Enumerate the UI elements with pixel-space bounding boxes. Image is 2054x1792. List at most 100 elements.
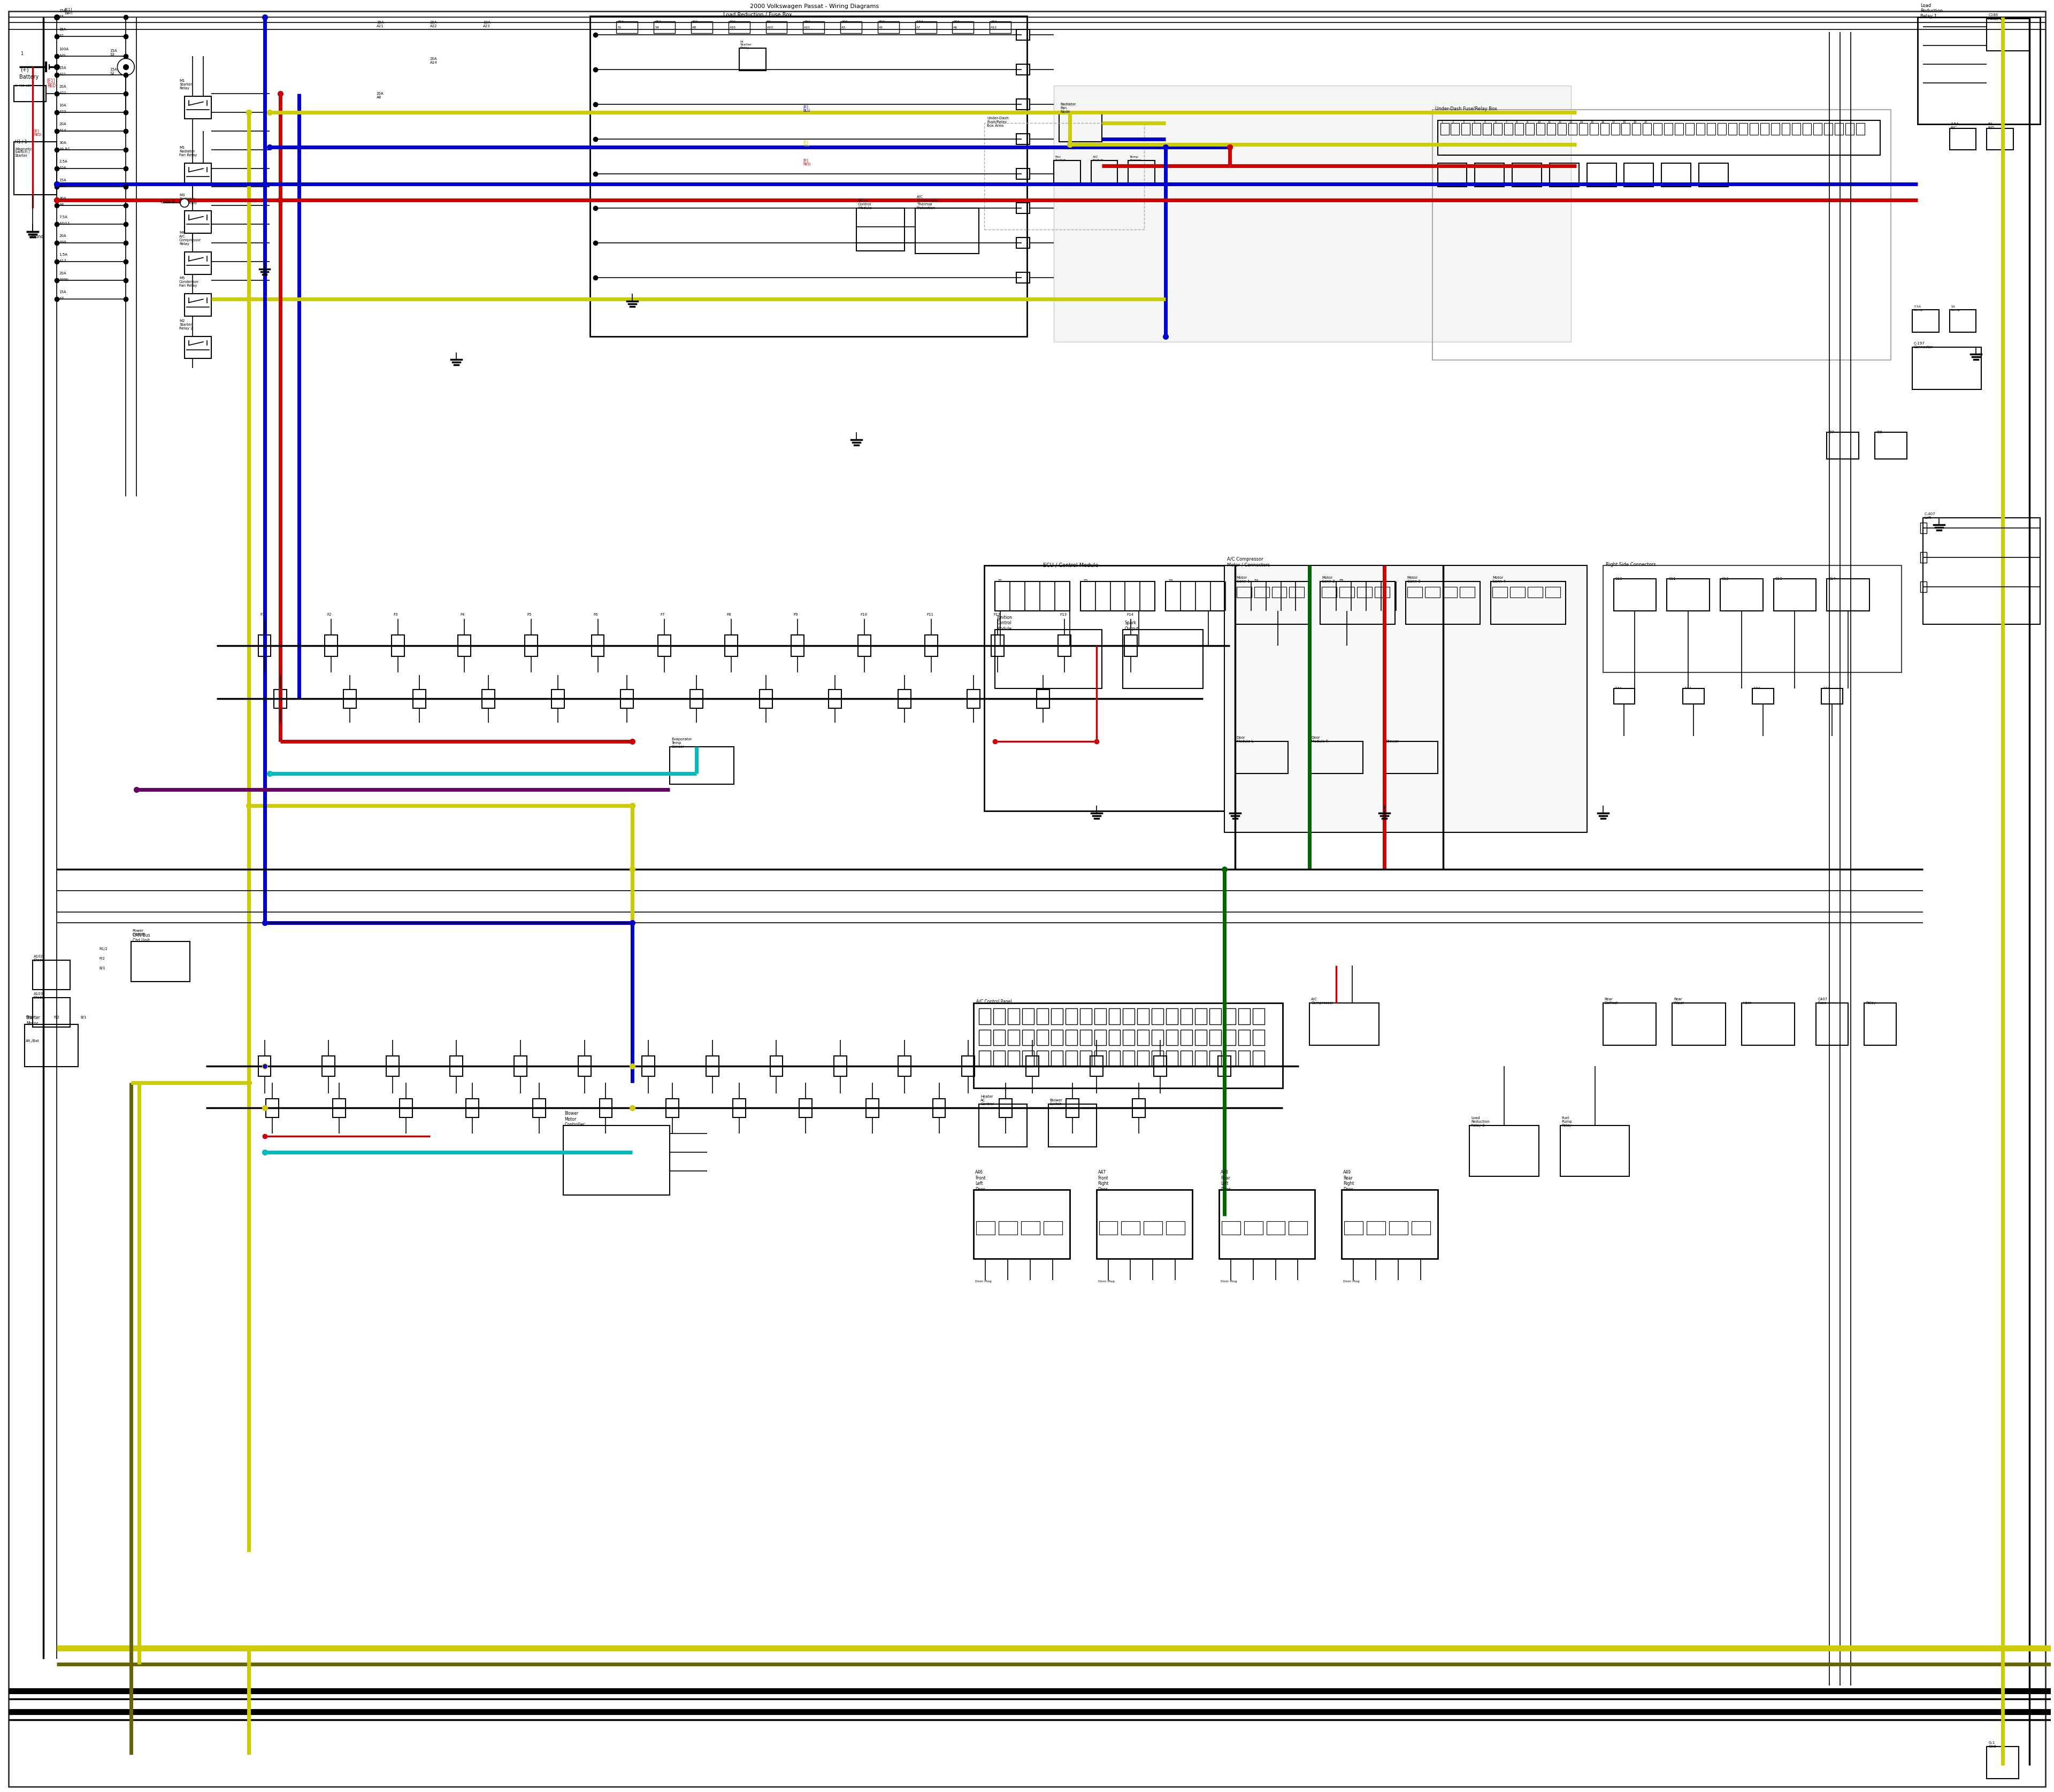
Bar	[1253, 1050, 1265, 1066]
Bar	[1095, 1009, 1105, 1025]
Text: M1
Radiator
Fan Relay: M1 Radiator Fan Relay	[179, 145, 197, 156]
Bar	[14, 142, 58, 195]
Text: Door Plug: Door Plug	[976, 1279, 992, 1283]
Text: 17: 17	[1612, 120, 1614, 124]
Bar	[1195, 1029, 1206, 1045]
Text: (+): (+)	[21, 66, 29, 72]
Text: F8: F8	[727, 613, 731, 616]
Bar	[967, 690, 980, 708]
Text: C10: C10	[1614, 577, 1623, 581]
Bar	[1442, 586, 1456, 597]
Bar	[458, 634, 470, 656]
Bar	[914, 208, 980, 254]
Text: Power
Distrib: Power Distrib	[131, 930, 144, 935]
Text: A12: A12	[990, 27, 998, 29]
Text: 15A: 15A	[60, 9, 66, 13]
Bar	[1750, 124, 1758, 134]
Text: A/C
Switch: A/C Switch	[1093, 156, 1103, 161]
Bar	[1826, 432, 1859, 459]
Text: 2000 Volkswagen Passat - Wiring Diagrams: 2000 Volkswagen Passat - Wiring Diagrams	[750, 4, 879, 9]
Text: 10A
A23: 10A A23	[483, 22, 491, 29]
Bar	[1561, 1125, 1629, 1176]
Bar	[1000, 1098, 1013, 1118]
Text: P/2: P/2	[53, 1016, 60, 1020]
Bar	[1017, 65, 1029, 75]
Text: 15A
S2: 15A S2	[109, 68, 117, 75]
Bar	[1512, 163, 1543, 186]
Bar	[984, 124, 1144, 229]
Bar	[1210, 1009, 1220, 1025]
Bar	[514, 1055, 526, 1077]
Text: Load Reduction / Fuse Box: Load Reduction / Fuse Box	[723, 13, 793, 18]
Text: 20A: 20A	[953, 20, 959, 23]
Text: 20A
A22: 20A A22	[429, 22, 438, 29]
Text: 20A
A14: 20A A14	[429, 57, 438, 65]
Bar	[1536, 124, 1545, 134]
Bar	[1017, 238, 1029, 249]
Text: 30A: 30A	[879, 20, 885, 23]
Bar	[577, 1055, 592, 1077]
Bar	[1545, 586, 1561, 597]
Text: 5A
Lamp: 5A Lamp	[1951, 305, 1960, 312]
Text: 7.5A
Lamp: 7.5A Lamp	[1914, 305, 1923, 312]
Bar	[550, 690, 565, 708]
Text: A47
Front
Right
Door: A47 Front Right Door	[1099, 1170, 1109, 1192]
Bar	[1009, 1050, 1019, 1066]
Text: A7/11: A7/11	[60, 222, 70, 226]
Text: M4
A/C
Compressor
Relay: M4 A/C Compressor Relay	[179, 231, 201, 246]
Text: Door Plug: Door Plug	[1343, 1279, 1360, 1283]
Bar	[1124, 1050, 1134, 1066]
Text: Door Plug: Door Plug	[1220, 1279, 1237, 1283]
Bar	[1222, 1222, 1241, 1235]
Text: A7: A7	[916, 27, 920, 29]
Text: H1 / 1: H1 / 1	[14, 140, 27, 145]
Bar	[992, 634, 1004, 656]
Bar	[1588, 163, 1616, 186]
Bar	[1017, 99, 1029, 109]
Bar	[1025, 1055, 1039, 1077]
Bar	[1124, 1029, 1134, 1045]
Text: Battery: Battery	[18, 75, 39, 81]
Text: 11: 11	[1549, 120, 1551, 124]
Bar	[725, 634, 737, 656]
Bar	[1339, 586, 1354, 597]
Bar	[1181, 1050, 1191, 1066]
Bar	[1469, 1125, 1538, 1176]
Bar	[1058, 634, 1070, 656]
Bar	[1052, 1029, 1062, 1045]
Text: A22: A22	[60, 91, 66, 95]
Bar	[1167, 1222, 1185, 1235]
Bar	[1099, 1222, 1117, 1235]
Bar	[857, 208, 904, 251]
Text: A/C
Compressor
Thermal
Protection: A/C Compressor Thermal Protection	[916, 195, 939, 210]
Bar	[1165, 582, 1241, 611]
Text: Radiator
Fan
Node: Radiator Fan Node	[1060, 102, 1076, 113]
Text: 19: 19	[1633, 120, 1637, 124]
Bar	[185, 163, 212, 185]
Bar	[859, 634, 871, 656]
Text: 7.5A: 7.5A	[1822, 686, 1830, 690]
Bar	[1411, 1222, 1430, 1235]
Bar	[760, 690, 772, 708]
Bar	[592, 634, 604, 656]
Bar	[1374, 586, 1391, 597]
Bar	[1037, 1009, 1048, 1025]
Text: S1: S1	[618, 27, 622, 29]
Bar	[1121, 1222, 1140, 1235]
Text: P/7: P/7	[1828, 430, 1834, 434]
Bar	[1719, 579, 1762, 611]
Bar	[1210, 1050, 1220, 1066]
Bar	[1875, 432, 1906, 459]
Text: 15A: 15A	[60, 66, 66, 70]
Bar	[1668, 579, 1709, 611]
Text: M3
Radiator
Fan Relay: M3 Radiator Fan Relay	[179, 194, 197, 204]
Bar	[589, 16, 1027, 337]
Bar	[1824, 124, 1832, 134]
Bar	[1493, 124, 1501, 134]
Bar	[799, 1098, 811, 1118]
Text: CAN Bus
Ctrl Unit: CAN Bus Ctrl Unit	[134, 932, 150, 943]
Circle shape	[117, 59, 134, 75]
Text: A99b: A99b	[60, 278, 70, 281]
Text: A7: A7	[60, 297, 64, 299]
Bar	[1017, 134, 1029, 145]
